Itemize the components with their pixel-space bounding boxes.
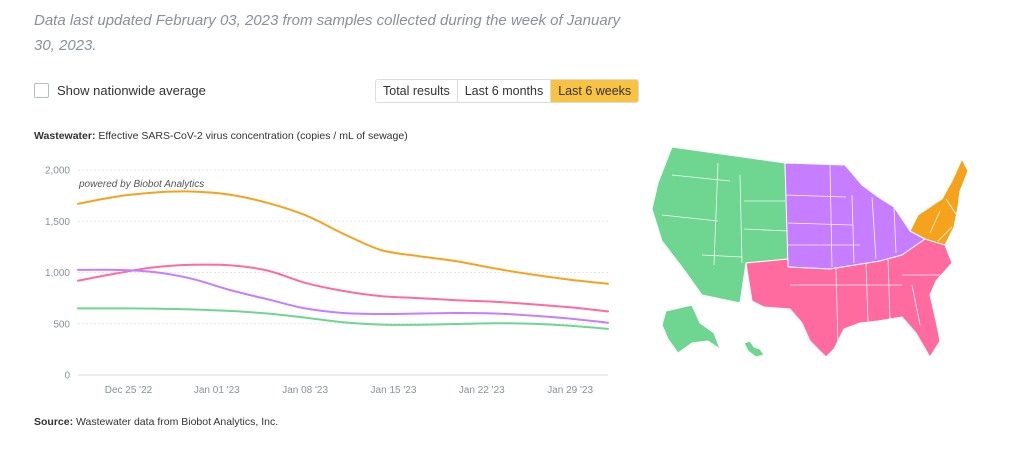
x-tick-label: Dec 25 '22: [105, 385, 153, 396]
series-line-1[interactable]: [77, 263, 609, 313]
x-tick-label: Jan 29 '23: [547, 385, 593, 396]
x-tick-label: Jan 22 '23: [459, 385, 505, 396]
powered-by-watermark: powered by Biobot Analytics: [78, 179, 204, 190]
series-line-0[interactable]: [77, 190, 609, 285]
chart-title: Wastewater: Effective SARS-CoV-2 virus c…: [34, 130, 408, 142]
series-line-3[interactable]: [77, 307, 609, 330]
y-tick-label: 2,000: [45, 166, 70, 177]
us-regions-map: [651, 146, 969, 358]
map-state-borders: [661, 162, 959, 346]
nationwide-average-label: Show nationwide average: [57, 83, 206, 98]
nationwide-average-checkbox[interactable]: [34, 83, 49, 98]
series-line-2[interactable]: [77, 268, 609, 324]
time-range-selector: Total results Last 6 months Last 6 weeks: [375, 79, 640, 103]
range-total-results-button[interactable]: Total results: [376, 80, 457, 102]
last-updated-text: Data last updated February 03, 2023 from…: [34, 12, 621, 54]
map-region-alaska[interactable]: [661, 304, 721, 354]
source-bold: Source:: [34, 416, 74, 428]
range-last-6-months-button[interactable]: Last 6 months: [456, 80, 551, 102]
chart-title-bold: Wastewater:: [34, 130, 96, 142]
y-tick-label: 500: [53, 319, 70, 330]
source-text: Wastewater data from Biobot Analytics, I…: [73, 416, 279, 428]
chart-y-ticks: 0 500 1,000 1,500 2,000: [45, 166, 70, 382]
x-tick-label: Jan 08 '23: [282, 385, 328, 396]
chart-title-text: Effective SARS-CoV-2 virus concentration…: [95, 130, 408, 142]
x-tick-label: Jan 01 '23: [194, 385, 240, 396]
source-note: Source: Wastewater data from Biobot Anal…: [34, 416, 278, 428]
nationwide-average-toggle[interactable]: Show nationwide average: [34, 83, 206, 98]
chart-series-lines: [77, 190, 609, 330]
wastewater-line-chart: 0 500 1,000 1,500 2,000 Dec 25 '22 Jan 01 '23…: [45, 166, 609, 396]
y-tick-label: 1,000: [45, 268, 70, 279]
y-tick-label: 0: [64, 371, 70, 382]
chart-x-ticks: Dec 25 '22 Jan 01 '23 Jan 08 '23 Jan 15 '23…: [105, 385, 594, 396]
y-tick-label: 1,500: [45, 217, 70, 228]
map-region-northeast[interactable]: [909, 158, 969, 246]
range-last-6-weeks-button[interactable]: Last 6 weeks: [550, 80, 639, 102]
map-region-hawaii[interactable]: [743, 340, 765, 358]
x-tick-label: Jan 15 '23: [371, 385, 417, 396]
